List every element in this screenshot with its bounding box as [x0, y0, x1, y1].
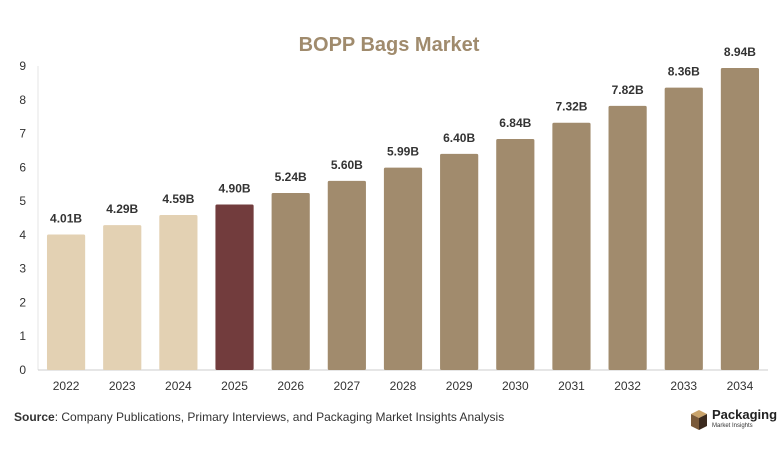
bar: [46, 234, 86, 370]
y-tick-label: 8: [19, 93, 26, 107]
bar-value-label: 6.40B: [443, 131, 475, 145]
bar-value-label: 4.29B: [106, 202, 138, 216]
logo-name: Packaging: [712, 407, 778, 422]
bar-value-label: 4.59B: [162, 192, 194, 206]
bar: [159, 214, 198, 370]
bar: [608, 105, 647, 370]
source-label: Source: [14, 410, 55, 424]
bar: [496, 138, 535, 370]
bar: [103, 225, 142, 370]
y-tick-label: 4: [19, 228, 26, 242]
bar: [720, 68, 760, 370]
y-tick-label: 6: [19, 160, 26, 174]
x-tick-label: 2027: [333, 379, 360, 393]
x-tick-label: 2023: [109, 379, 136, 393]
bar-value-label: 7.32B: [555, 100, 587, 114]
bar: [215, 204, 254, 370]
bar-value-label: 4.01B: [50, 212, 82, 226]
logo: Packaging Market Insights: [690, 405, 777, 437]
x-tick-label: 2024: [165, 379, 192, 393]
y-tick-label: 3: [19, 262, 26, 276]
bar: [664, 87, 703, 371]
x-tick-label: 2033: [670, 379, 697, 393]
x-tick-label: 2028: [390, 379, 417, 393]
bar-value-label: 5.24B: [275, 170, 307, 184]
source-text: : Company Publications, Primary Intervie…: [54, 410, 505, 424]
x-axis-ticks: 2022 2023 2024 2025 2026 2027 2028 2029 2030 2031…: [53, 379, 754, 393]
bar-value-label: 5.60B: [331, 158, 363, 172]
data-labels: 4.01B 4.29B 4.59B 4.90B 5.24B 5.60B 5.99B 6.40B…: [50, 45, 756, 226]
logo-tagline: Market Insights: [712, 423, 753, 429]
y-tick-label: 0: [19, 363, 26, 377]
bar-value-label: 5.99B: [387, 145, 419, 159]
bar-value-label: 7.82B: [612, 83, 644, 97]
bar: [271, 193, 310, 370]
x-tick-label: 2025: [221, 379, 248, 393]
x-tick-label: 2029: [446, 379, 473, 393]
y-tick-label: 9: [19, 59, 26, 73]
y-axis-ticks: 0 1 2 3 4 5 6 7 8 9: [19, 59, 26, 377]
x-tick-label: 2026: [277, 379, 304, 393]
bar-value-label: 8.36B: [668, 65, 700, 79]
bar: [552, 122, 591, 370]
bar-value-label: 4.90B: [219, 181, 251, 195]
bars: [46, 68, 760, 371]
bar: [327, 180, 366, 370]
bar: [383, 167, 423, 370]
x-tick-label: 2032: [614, 379, 641, 393]
bar-value-label: 8.94B: [724, 45, 756, 59]
x-tick-label: 2030: [502, 379, 529, 393]
chart-title: BOPP Bags Market: [299, 34, 480, 56]
bar-value-label: 6.84B: [499, 116, 531, 130]
y-tick-label: 5: [19, 194, 26, 208]
x-tick-label: 2031: [558, 379, 585, 393]
y-tick-label: 7: [19, 127, 26, 141]
y-tick-label: 1: [19, 329, 26, 343]
y-tick-label: 2: [19, 295, 26, 309]
source-note: Source: Company Publications, Primary In…: [14, 410, 504, 424]
bar: [440, 153, 479, 370]
x-tick-label: 2034: [727, 379, 754, 393]
box-logo-icon: [691, 410, 707, 430]
x-tick-label: 2022: [53, 379, 80, 393]
